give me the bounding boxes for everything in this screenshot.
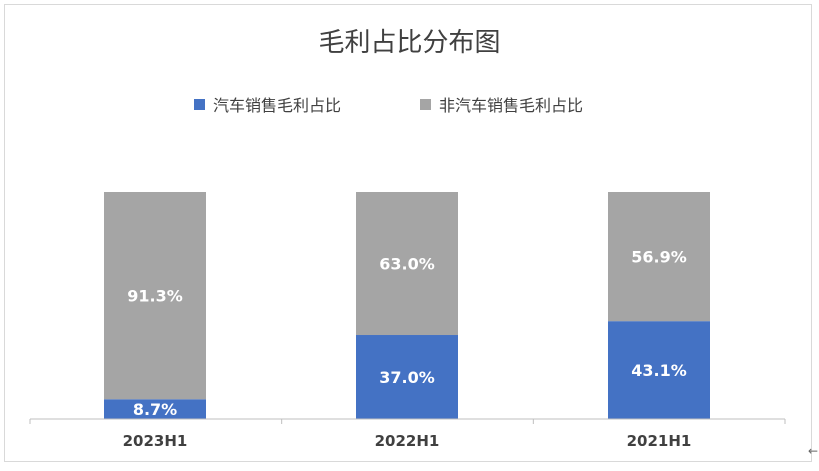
data-label-non-auto-2021H1: 56.9%	[631, 248, 687, 267]
bar-auto-2023H1	[104, 399, 206, 419]
x-tick-label-2021H1: 2021H1	[627, 432, 692, 450]
data-label-auto-2023H1: 8.7%	[133, 400, 177, 419]
legend-item-auto-sales: 汽车销售毛利占比	[194, 92, 341, 116]
bar-non-auto-2021H1	[608, 192, 710, 322]
legend-swatch-non-auto-sales	[420, 98, 431, 110]
bar-non-auto-2023H1	[104, 192, 206, 400]
x-tick-label-2023H1: 2023H1	[123, 432, 188, 450]
legend-label-non-auto-sales: 非汽车销售毛利占比	[439, 96, 584, 115]
chart-legend: 汽车销售毛利占比 非汽车销售毛利占比	[0, 92, 819, 116]
data-label-non-auto-2023H1: 91.3%	[127, 287, 183, 306]
legend-label-auto-sales: 汽车销售毛利占比	[213, 96, 342, 115]
legend-swatch-auto-sales	[194, 98, 205, 110]
legend-item-non-auto-sales: 非汽车销售毛利占比	[420, 92, 583, 116]
back-arrow-icon: ←	[808, 444, 819, 458]
bar-non-auto-2022H1	[356, 192, 458, 336]
data-label-auto-2022H1: 37.0%	[379, 368, 435, 387]
chart-title: 毛利占比分布图	[318, 28, 501, 58]
bar-auto-2022H1	[356, 335, 458, 419]
data-label-non-auto-2022H1: 63.0%	[379, 255, 435, 274]
bar-auto-2021H1	[608, 321, 710, 419]
data-label-auto-2021H1: 43.1%	[631, 361, 687, 380]
x-tick-label-2022H1: 2022H1	[375, 432, 440, 450]
